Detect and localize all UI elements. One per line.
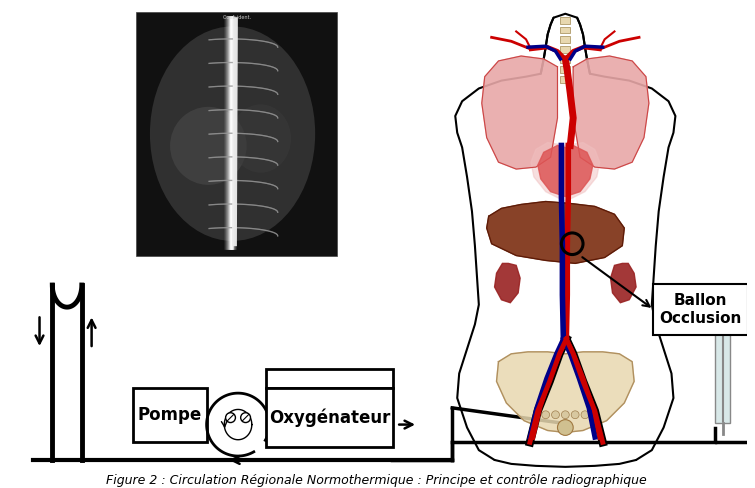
Text: Conf. ident.: Conf. ident. xyxy=(223,15,251,20)
FancyBboxPatch shape xyxy=(653,284,748,335)
Circle shape xyxy=(226,413,236,423)
Bar xyxy=(560,66,570,73)
Ellipse shape xyxy=(150,26,315,241)
Polygon shape xyxy=(497,352,634,432)
Bar xyxy=(560,56,570,63)
Bar xyxy=(560,76,570,82)
Bar xyxy=(136,12,337,256)
Text: Figure 2 : Circulation Régionale Normothermique : Principe et contrôle radiograp: Figure 2 : Circulation Régionale Normoth… xyxy=(106,474,646,487)
Bar xyxy=(560,37,570,43)
Polygon shape xyxy=(487,202,624,264)
Bar xyxy=(715,320,730,423)
Polygon shape xyxy=(482,56,557,169)
Circle shape xyxy=(542,411,550,419)
Circle shape xyxy=(562,411,569,419)
FancyBboxPatch shape xyxy=(266,368,393,388)
Ellipse shape xyxy=(170,107,247,185)
Circle shape xyxy=(552,411,559,419)
Circle shape xyxy=(241,413,251,423)
Circle shape xyxy=(581,411,589,419)
Polygon shape xyxy=(573,56,649,169)
Polygon shape xyxy=(611,264,636,303)
Bar xyxy=(716,307,729,320)
Bar xyxy=(560,17,570,23)
Bar xyxy=(560,46,570,53)
Circle shape xyxy=(572,411,579,419)
FancyBboxPatch shape xyxy=(133,388,207,442)
Polygon shape xyxy=(531,142,599,202)
Polygon shape xyxy=(495,264,520,303)
Polygon shape xyxy=(538,145,593,197)
Text: Ballon
Occlusion: Ballon Occlusion xyxy=(659,293,741,326)
Ellipse shape xyxy=(230,104,291,173)
Circle shape xyxy=(557,420,573,435)
Bar xyxy=(560,26,570,33)
FancyBboxPatch shape xyxy=(266,388,393,447)
Text: Pompe: Pompe xyxy=(137,406,202,424)
Text: Oxygénateur: Oxygénateur xyxy=(269,408,390,427)
